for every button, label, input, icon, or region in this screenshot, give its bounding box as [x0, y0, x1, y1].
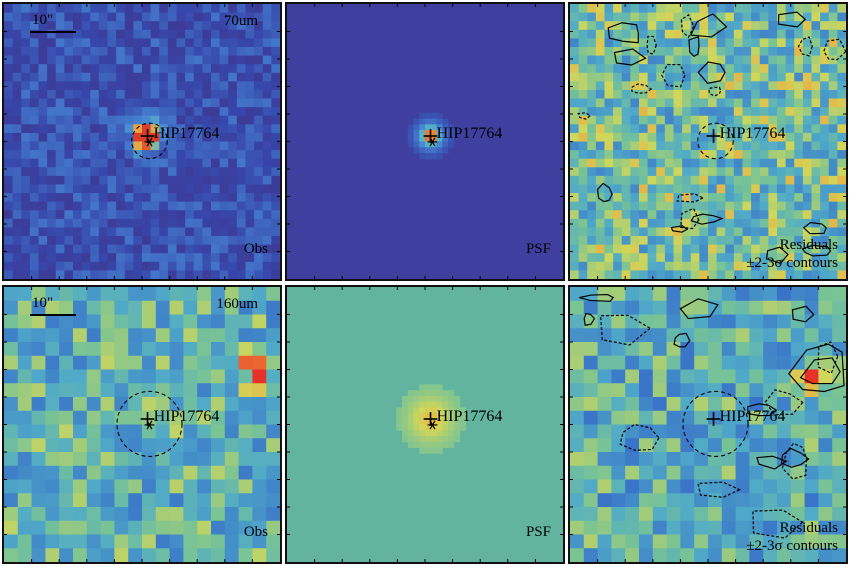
scale-bar-label: 10" — [32, 295, 54, 311]
panel-label: Residuals — [779, 520, 838, 536]
panel-label: PSF — [525, 524, 551, 540]
panel-label: Residuals — [779, 237, 838, 253]
target-label: HIP17764 — [719, 124, 786, 142]
image-map — [287, 287, 563, 562]
image-map — [287, 4, 563, 279]
scale-bar-line — [30, 31, 76, 33]
band-label: 160um — [216, 296, 258, 312]
target-label: HIP17764 — [436, 124, 503, 142]
contour-note: ±2-3σ contours — [746, 538, 838, 554]
target-label: HIP17764 — [719, 407, 786, 425]
panel-label: PSF — [525, 241, 551, 257]
target-label: HIP17764 — [153, 124, 220, 142]
panel-r1c2: HIP17764 PSF — [285, 2, 565, 281]
panel-r2c2: HIP17764 PSF — [285, 285, 565, 564]
target-label: HIP17764 — [436, 407, 503, 425]
panel-label: Obs — [243, 524, 268, 540]
image-map — [4, 287, 280, 562]
target-label: HIP17764 — [153, 407, 220, 425]
image-map — [570, 287, 846, 562]
panel-label: Obs — [243, 241, 268, 257]
scale-bar-line — [30, 314, 76, 316]
panel-r1c1: HIP17764 Obs 70um 10" — [2, 2, 282, 281]
band-label: 70um — [223, 13, 258, 29]
contour-note: ±2-3σ contours — [746, 255, 838, 271]
panel-r2c3: HIP17764 Residuals ±2-3σ contours — [568, 285, 848, 564]
panel-r1c3: HIP17764 Residuals ±2-3σ contours — [568, 2, 848, 281]
panel-r2c1: HIP17764 Obs 160um 10" — [2, 285, 282, 564]
scale-bar-label: 10" — [32, 12, 54, 28]
image-map — [570, 4, 846, 279]
image-map — [4, 4, 280, 279]
